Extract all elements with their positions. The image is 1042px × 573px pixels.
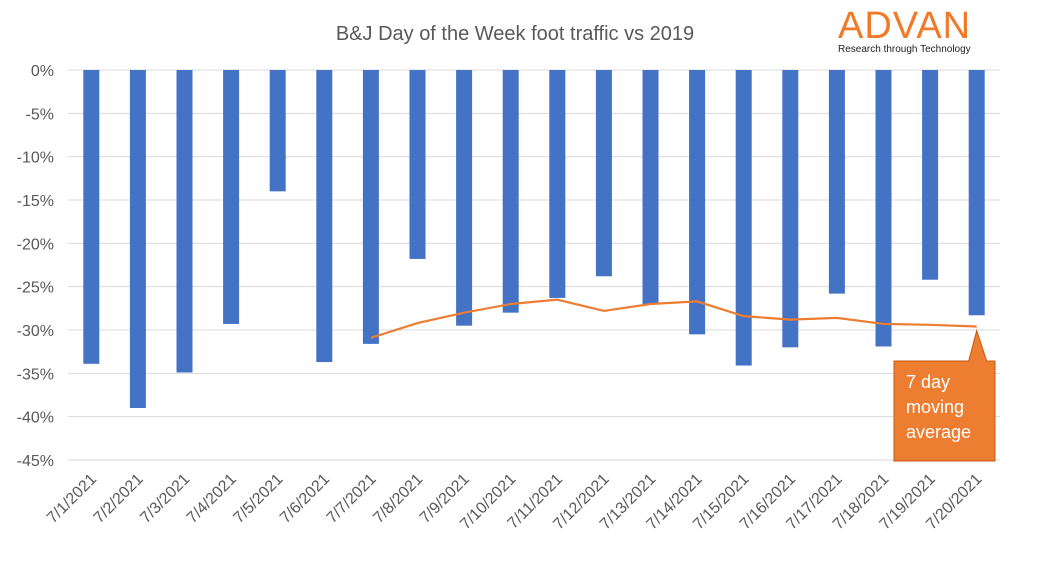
callout-text-line: 7 day [906,372,950,392]
y-tick-label: -45% [17,453,54,470]
advan-logo: ADVAN Research through Technology [838,6,998,55]
callout-box [893,328,996,462]
bar [922,70,939,280]
bar [129,70,146,408]
y-tick-label: -10% [17,150,54,167]
x-tick-label: 7/3/2021 [137,471,193,527]
y-tick-label: -20% [17,236,54,253]
bar [689,70,706,335]
bar [968,70,985,316]
y-tick-label: -15% [17,193,54,210]
bar [502,70,519,313]
x-tick-label: 7/2/2021 [91,471,147,527]
bar [549,70,566,298]
bar-series [83,70,985,408]
bar [83,70,100,364]
logo-tagline: Research through Technology [838,44,971,55]
bar [409,70,426,259]
y-tick-label: -35% [17,366,54,383]
y-tick-label: 0% [31,63,54,80]
y-tick-label: -40% [17,410,54,427]
logo-wordmark: ADVAN [838,5,972,47]
bar [642,70,659,304]
callout-text-line: moving [906,397,964,417]
x-tick-label: 7/6/2021 [277,471,333,527]
bar [223,70,240,324]
bar [456,70,473,326]
x-tick-label: 7/7/2021 [324,471,380,527]
y-tick-label: -25% [17,280,54,297]
y-tick-label: -5% [26,106,54,123]
x-tick-label: 7/5/2021 [230,471,286,527]
bar [362,70,379,344]
x-tick-label: 7/8/2021 [370,471,426,527]
moving-average-line [370,298,977,339]
y-tick-label: -30% [17,323,54,340]
bar [828,70,845,294]
bar [782,70,799,348]
bar [875,70,892,347]
bar [316,70,333,363]
bar [176,70,193,373]
x-tick-label: 7/1/2021 [44,471,100,527]
gridlines [68,69,1000,461]
bar [735,70,752,366]
chart-title: B&J Day of the Week foot traffic vs 2019 [336,23,694,45]
y-axis-ticks: 0% -5% -10% -15% -20% -25% -30% -35% -40% -45% [17,63,54,470]
moving-average-callout: 7 day moving average [893,328,996,462]
callout-text-line: average [906,422,971,442]
x-tick-label: 7/4/2021 [184,471,240,527]
bar [269,70,286,192]
x-axis-ticks: 7/1/20217/2/20217/3/20217/4/20217/5/2021… [44,471,986,533]
bar [595,70,612,277]
